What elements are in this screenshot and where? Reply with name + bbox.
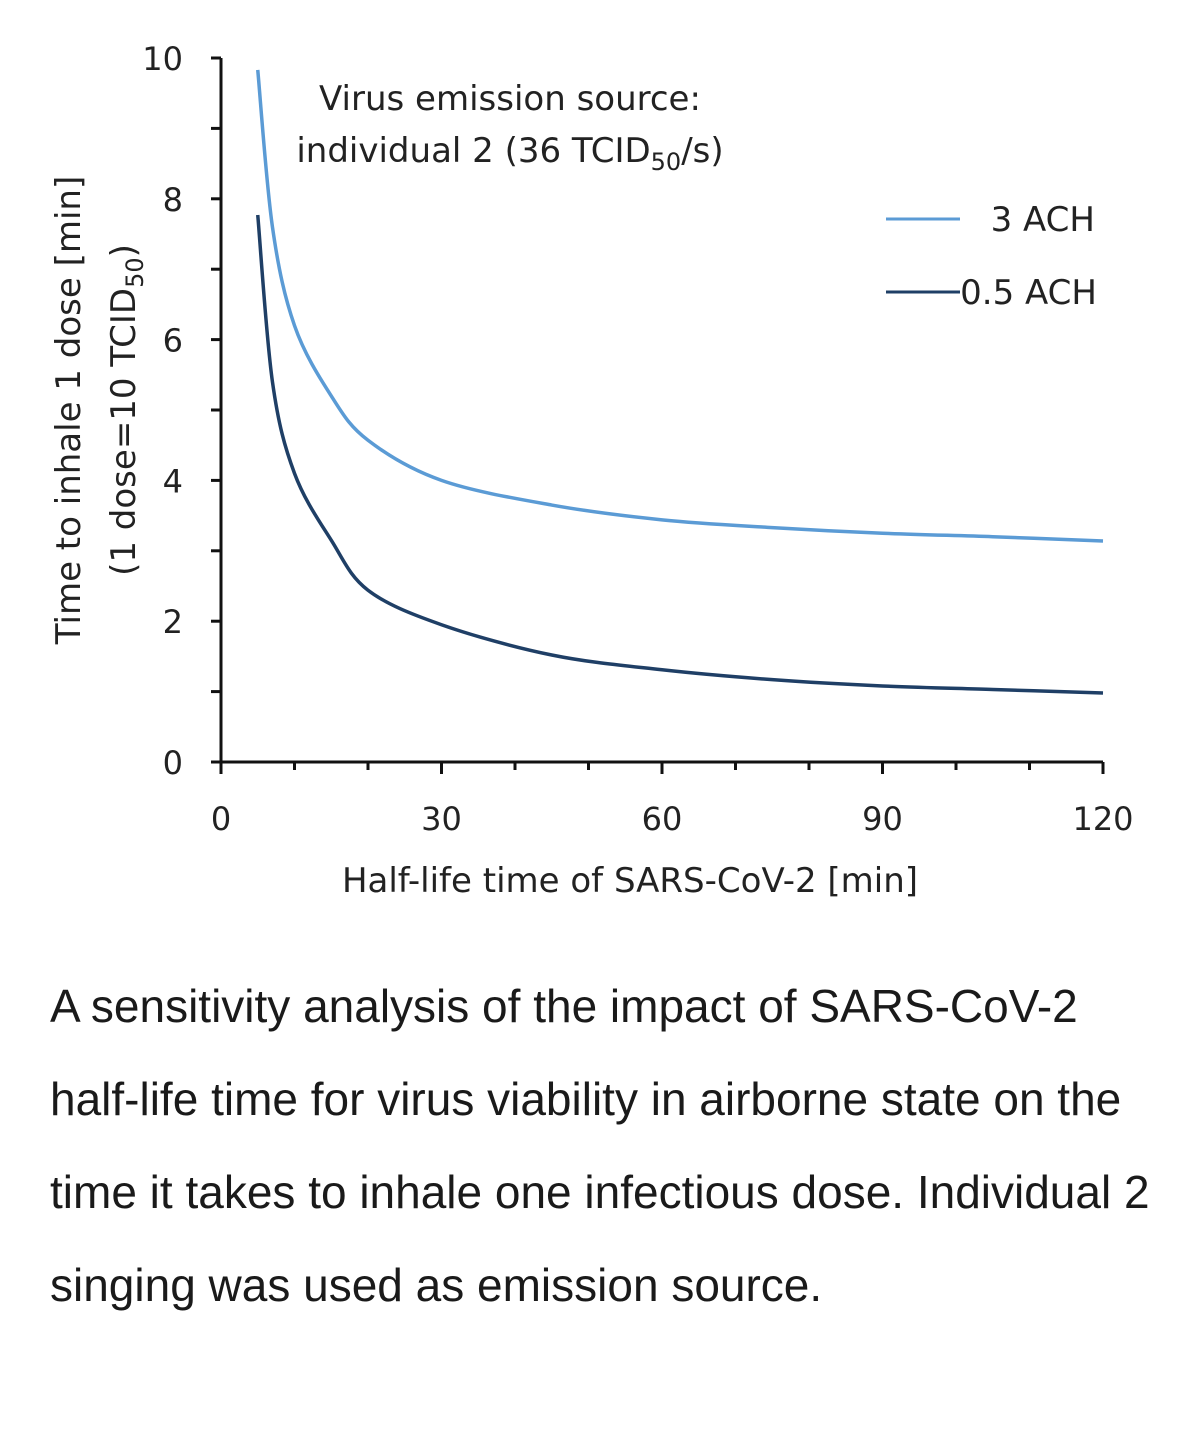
y-tick-label: 8 xyxy=(163,181,183,219)
chart: 0 2 4 6 8 10 0 30 60 90 120 Virus emission source:… xyxy=(49,40,1134,901)
x-tick-label: 90 xyxy=(862,800,903,838)
y-tick-label: 6 xyxy=(163,322,183,360)
legend-label-3ach: 3 ACH xyxy=(991,200,1095,240)
x-axis-title: Half-life time of SARS-CoV-2 [min] xyxy=(342,861,918,901)
y-tick-label: 4 xyxy=(163,462,183,500)
x-tick-label: 60 xyxy=(642,800,683,838)
annotation-line2: individual 2 (36 TCID50/s) xyxy=(296,131,723,176)
figure-caption: A sensitivity analysis of the impact of … xyxy=(50,980,1150,1311)
legend: 3 ACH 0.5 ACH xyxy=(886,200,1097,313)
series-group xyxy=(256,69,1104,695)
series-line-3ach xyxy=(256,69,1104,543)
y-axis-subtitle: (1 dose=10 TCID50) xyxy=(104,244,149,576)
x-tick-label: 120 xyxy=(1072,800,1133,838)
x-tick-label: 30 xyxy=(421,800,462,838)
y-axis-title: Time to inhale 1 dose [min] xyxy=(49,176,89,645)
annotation-line1: Virus emission source: xyxy=(319,79,701,119)
y-tick-label: 10 xyxy=(142,40,183,78)
series-line-05ach xyxy=(256,214,1104,695)
y-tick-label: 2 xyxy=(163,603,183,641)
axes: 0 2 4 6 8 10 0 30 60 90 120 xyxy=(142,40,1133,838)
legend-label-05ach: 0.5 ACH xyxy=(960,273,1097,313)
x-tick-label: 0 xyxy=(211,800,231,838)
y-tick-label: 0 xyxy=(163,744,183,782)
